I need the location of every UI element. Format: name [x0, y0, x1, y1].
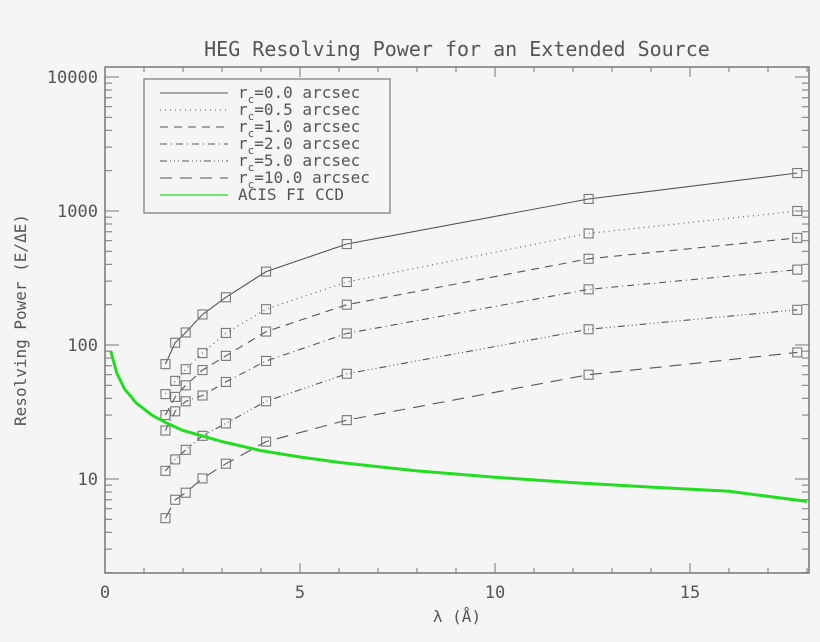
data-marker: [197, 365, 208, 376]
data-marker: [583, 369, 594, 380]
data-marker: [180, 364, 191, 375]
data-marker: [170, 375, 181, 386]
data-marker: [261, 326, 272, 337]
legend-entry: rc=0.5 arcsec: [238, 100, 360, 123]
data-marker: [160, 513, 171, 524]
data-marker: [261, 436, 272, 447]
x-axis-label: λ (Å): [433, 607, 481, 626]
legend-box: [143, 78, 391, 214]
data-marker: [197, 309, 208, 320]
plot-frame: [104, 66, 810, 574]
data-marker: [180, 327, 191, 338]
series-rc-0-5-arcsec: [160, 205, 803, 400]
series-rc-10-0-arcsec: [160, 347, 803, 524]
data-marker: [160, 465, 171, 476]
data-marker: [180, 444, 191, 455]
data-marker: [160, 359, 171, 370]
legend-entry: rc=0.0 arcsec: [238, 83, 360, 106]
series-rc-1-0-arcsec: [160, 232, 803, 421]
legend-entry: rc=2.0 arcsec: [238, 134, 360, 157]
data-marker: [170, 391, 181, 402]
x-tick-label: 10: [485, 583, 505, 603]
data-marker: [341, 238, 352, 250]
data-marker: [341, 415, 352, 426]
data-marker: [170, 454, 181, 465]
data-marker: [261, 396, 272, 407]
data-marker: [583, 228, 594, 239]
tick-labels: 0 5 10 15 10 100 1000 10000: [47, 68, 700, 603]
data-marker: [220, 350, 231, 361]
series-rc-0-0-arcsec: [160, 167, 803, 370]
data-marker: [341, 328, 352, 339]
data-marker: [220, 292, 231, 303]
data-marker: [170, 406, 181, 417]
legend-entry: rc=5.0 arcsec: [238, 151, 360, 174]
axis-ticks: [105, 67, 809, 574]
data-marker: [197, 473, 208, 484]
y-tick-label: 100: [67, 336, 98, 356]
x-tick-label: 15: [680, 583, 700, 603]
data-marker: [160, 425, 171, 436]
data-marker: [341, 276, 352, 288]
data-marker: [160, 389, 171, 400]
data-marker: [583, 324, 594, 335]
data-marker: [792, 205, 803, 217]
legend-entry: rc=1.0 arcsec: [238, 117, 360, 140]
data-marker: [197, 348, 208, 359]
legend-entry: rc=10.0 arcsec: [238, 168, 370, 191]
data-marker: [160, 410, 171, 421]
data-marker: [261, 355, 272, 367]
y-tick-label: 10: [78, 470, 98, 490]
data-marker: [197, 390, 208, 401]
data-marker: [170, 494, 181, 505]
y-tick-label: 10000: [47, 68, 98, 88]
data-marker: [220, 327, 231, 339]
data-marker: [341, 299, 352, 310]
data-marker: [792, 347, 803, 358]
chart-title: HEG Resolving Power for an Extended Sour…: [204, 37, 710, 61]
data-marker: [792, 167, 803, 179]
data-series: [109, 167, 808, 524]
x-tick-label: 0: [100, 583, 110, 603]
data-marker: [180, 396, 191, 407]
y-axis-label: Resolving Power (E/ΔE): [11, 214, 30, 426]
data-marker: [220, 458, 231, 469]
data-marker: [180, 380, 191, 391]
legend-entry: ACIS FI CCD: [238, 185, 344, 204]
data-marker: [583, 253, 594, 264]
data-marker: [261, 266, 272, 277]
data-marker: [792, 232, 803, 243]
y-tick-label: 1000: [57, 202, 98, 222]
data-marker: [180, 487, 191, 498]
data-marker: [170, 337, 181, 348]
data-marker: [792, 264, 803, 275]
data-marker: [583, 284, 594, 295]
data-marker: [792, 304, 803, 315]
data-marker: [341, 368, 352, 379]
data-marker: [583, 193, 594, 205]
series-rc-2-0-arcsec: [160, 264, 803, 436]
data-marker: [220, 376, 231, 387]
data-marker: [261, 304, 272, 315]
data-marker: [220, 418, 231, 429]
x-tick-label: 5: [295, 583, 305, 603]
series-acis-fi-ccd: [109, 350, 808, 503]
